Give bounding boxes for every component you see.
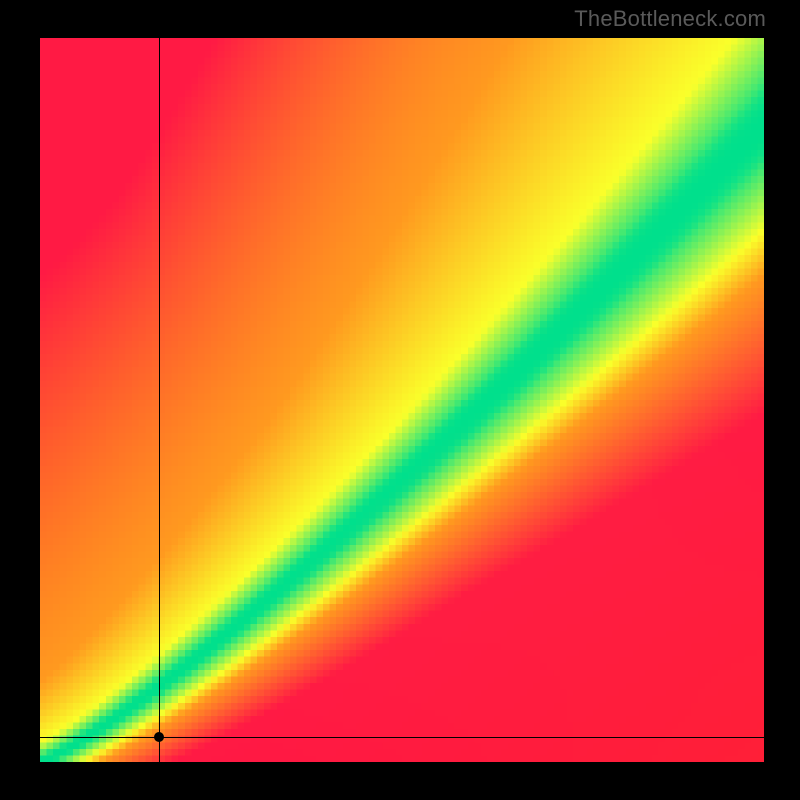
heatmap-canvas <box>40 38 764 762</box>
crosshair-vertical <box>159 38 160 762</box>
heatmap-plot <box>40 38 764 762</box>
crosshair-horizontal <box>40 737 764 738</box>
crosshair-marker-dot <box>154 732 164 742</box>
watermark-text: TheBottleneck.com <box>574 6 766 32</box>
